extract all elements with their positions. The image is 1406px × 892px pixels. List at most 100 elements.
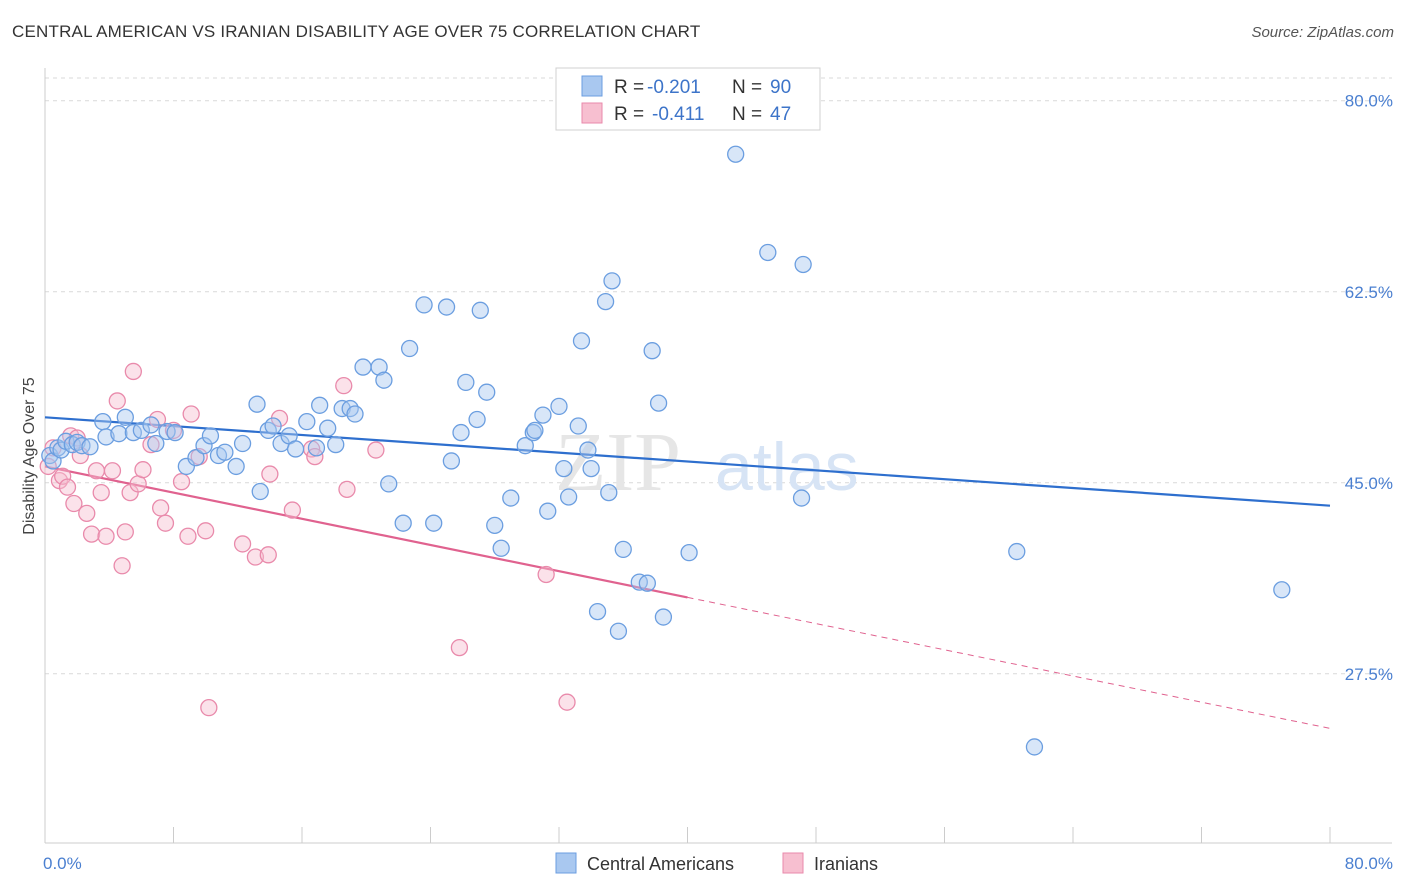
iranian-point-5 [62,427,80,445]
bottom-legend-label-blue: Central Americans [587,854,734,874]
legend-n-label-pink: N = [732,104,762,125]
iranian-point-17 [116,523,134,541]
central-american-point-44 [375,371,393,389]
central-american-point-35 [307,439,326,457]
central-american-point-6 [68,433,86,452]
iranian-point-13 [97,527,115,545]
central-american-point-75 [603,272,621,290]
central-american-point-79 [638,574,656,592]
legend-r-value-pink: -0.411 [652,104,704,125]
iranian-point-37 [283,501,302,519]
central-american-point-15 [142,416,160,434]
trend-line-iranians [44,465,688,599]
central-american-point-69 [572,332,591,350]
central-american-point-72 [588,602,607,621]
central-american-point-66 [555,459,573,478]
trend-lines [44,416,1331,729]
central-american-point-53 [457,373,475,392]
iranian-point-23 [151,499,170,517]
central-american-point-37 [319,419,337,437]
bottom-legend: Central Americans Iranians [555,852,878,874]
central-american-point-51 [442,452,461,470]
iranian-point-34 [259,546,277,564]
central-american-point-68 [569,417,587,435]
central-american-point-67 [559,488,578,506]
central-american-point-46 [394,514,412,532]
central-american-point-12 [116,408,134,426]
central-american-point-60 [516,437,534,455]
iranian-point-4 [58,478,77,496]
central-american-point-24 [216,443,234,461]
iranian-point-27 [179,527,197,545]
central-american-point-89 [1025,738,1044,756]
legend-n-label-blue: N = [732,77,762,98]
legend-swatch-pink [581,102,603,124]
y-tick-label-1: 45.0% [1345,474,1393,493]
chart-title: CENTRAL AMERICAN VS IRANIAN DISABILITY A… [12,22,701,41]
iranian-point-39 [306,447,324,466]
central-american-point-59 [502,489,520,507]
y-axis-label: Disability Age Over 75 [21,377,38,535]
iranian-point-31 [200,698,218,717]
central-american-point-41 [346,405,364,423]
central-american-point-33 [286,440,305,458]
central-american-point-77 [614,540,632,559]
iranian-point-11 [87,462,106,480]
central-american-point-55 [471,301,489,319]
iranian-point-6 [65,494,83,513]
bottom-legend-label-pink: Iranians [814,854,878,874]
iranian-point-9 [78,504,96,523]
y-tick-label-0: 27.5% [1345,665,1393,684]
central-american-point-85 [759,243,777,262]
iranian-point-10 [82,525,101,543]
central-american-point-70 [579,441,597,459]
central-american-point-84 [727,145,745,163]
iranian-point-20 [134,461,152,479]
legend-r-value-blue: -0.201 [647,77,701,98]
central-american-point-54 [468,410,486,429]
central-american-point-86 [792,489,811,507]
central-american-point-80 [643,342,661,360]
iranian-point-35 [261,465,279,483]
central-american-point-10 [97,428,115,446]
iranian-point-32 [233,535,252,553]
iranian-point-46 [124,362,142,381]
central-american-point-21 [195,437,213,455]
trend-line-iranians-extrapolated [687,596,1331,729]
central-american-point-58 [492,539,510,557]
central-american-point-20 [187,449,205,467]
iranian-point-40 [335,376,353,395]
iranian-point-45 [558,693,576,711]
iranian-point-42 [367,441,385,459]
central-american-point-8 [81,438,99,456]
central-american-point-71 [582,459,600,478]
central-american-point-11 [110,425,128,443]
central-american-point-83 [680,543,698,562]
central-american-point-14 [132,421,151,440]
central-american-point-62 [526,421,544,440]
central-american-point-18 [166,423,184,442]
central-american-point-65 [550,397,568,416]
y-tick-label-3: 80.0% [1345,92,1393,111]
iranian-point-33 [246,548,265,566]
central-american-point-16 [147,434,165,453]
central-american-point-43 [370,358,388,376]
bottom-legend-swatch-blue [555,852,577,874]
central-american-point-50 [437,298,456,316]
central-american-point-81 [649,394,668,412]
legend-r-label-blue: R = [614,77,644,98]
y-tick-label-2: 62.5% [1345,283,1393,302]
central-american-point-36 [311,396,329,414]
central-american-point-48 [415,296,433,314]
central-american-point-56 [478,383,496,401]
iranian-point-30 [196,522,215,540]
central-american-point-73 [596,292,615,311]
x-tick-label-1: 80.0% [1345,854,1393,873]
iranian-point-16 [113,557,131,575]
central-american-point-26 [233,434,252,453]
central-american-point-63 [534,406,552,424]
central-american-point-57 [486,516,504,535]
iranian-point-41 [338,480,356,498]
central-american-point-9 [94,413,112,431]
